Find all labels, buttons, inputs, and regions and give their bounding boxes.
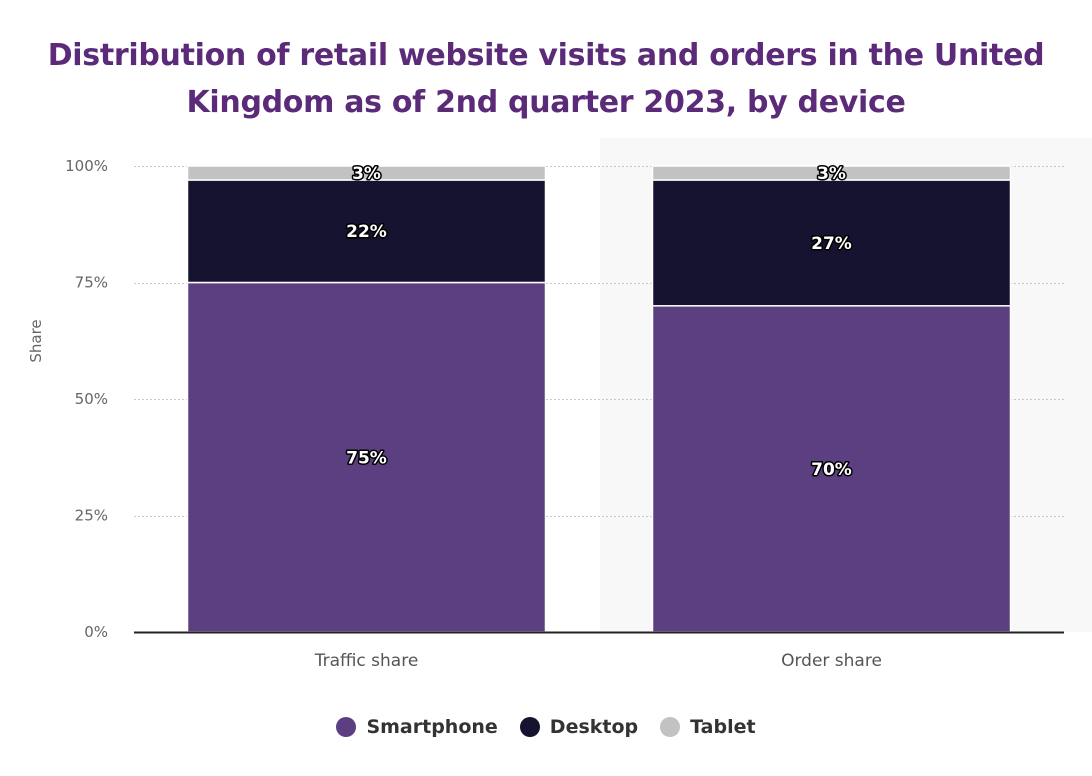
legend-marker	[660, 717, 681, 737]
data-label-smartphone-order-share: 70%	[811, 460, 852, 480]
data-label-desktop-traffic-share: 22%	[346, 222, 387, 242]
x-axis-labels: Traffic share Order share	[314, 651, 882, 671]
y-tick-label: 0%	[84, 623, 108, 641]
bar-desktop-order-share[interactable]	[651, 179, 1012, 307]
bar-desktop-traffic-share[interactable]	[186, 179, 547, 284]
bar-tablet-order-share[interactable]	[651, 165, 1012, 181]
legend-label: Tablet	[690, 716, 756, 738]
legend-marker	[519, 717, 540, 737]
legend-item-smartphone[interactable]: Smartphone	[336, 716, 498, 738]
legend-item-desktop[interactable]: Desktop	[519, 716, 639, 738]
grid-lines	[134, 166, 1064, 517]
bar-tablet-traffic-share[interactable]	[186, 165, 547, 181]
data-labels: 75% 22% 3% 70% 27% 3%	[345, 162, 854, 481]
data-label-tablet-order-share: 3%	[817, 164, 846, 184]
data-label-smartphone-traffic-share: 75%	[346, 448, 387, 468]
y-axis-title: Share	[27, 319, 45, 362]
legend-label: Smartphone	[366, 716, 498, 738]
bar-smartphone-traffic-share[interactable]	[186, 281, 547, 633]
data-label-tablet-traffic-share: 3%	[352, 164, 381, 184]
x-tick-label: Order share	[781, 651, 882, 671]
legend-label: Desktop	[549, 716, 639, 738]
legend-marker	[336, 717, 357, 737]
chart-title: Distribution of retail website visits an…	[47, 38, 1045, 120]
x-tick-label: Traffic share	[314, 651, 419, 671]
legend: Smartphone Desktop Tablet	[0, 716, 1092, 738]
legend-item-tablet[interactable]: Tablet	[660, 716, 756, 738]
bars	[186, 165, 1012, 633]
y-tick-label: 75%	[75, 274, 108, 292]
data-label-desktop-order-share: 27%	[811, 234, 852, 254]
chart-area: 0% 25% 50% 75% 100% Share Traffic share Order…	[27, 157, 1064, 671]
y-tick-label: 25%	[75, 507, 108, 525]
y-tick-label: 50%	[75, 390, 108, 408]
bar-smartphone-order-share[interactable]	[651, 305, 1012, 633]
y-axis-ticks: 0% 25% 50% 75% 100%	[65, 157, 108, 641]
y-tick-label: 100%	[65, 157, 108, 175]
